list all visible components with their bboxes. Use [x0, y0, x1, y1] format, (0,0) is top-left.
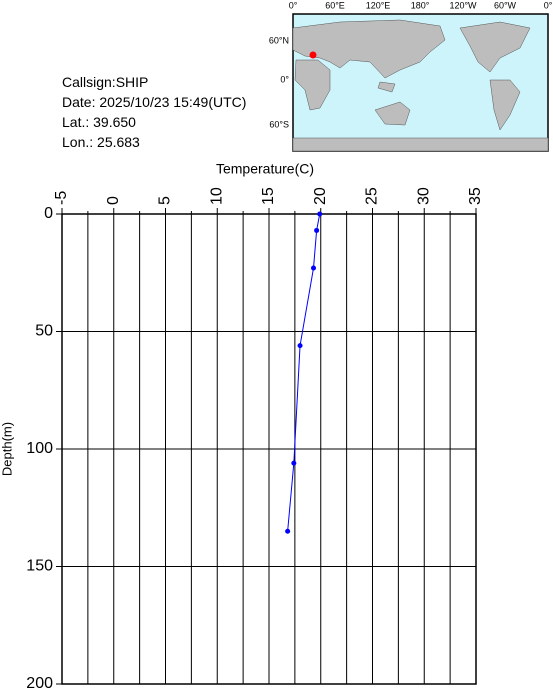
profile-point: [317, 211, 323, 217]
profile-point: [297, 343, 303, 349]
info-line: Callsign:SHIP: [62, 74, 148, 90]
x-tick-label: 25: [364, 187, 381, 205]
map-lat-label: 60°N: [269, 35, 289, 45]
profile-point: [311, 265, 317, 271]
y-tick-label: 0: [44, 205, 53, 222]
y-tick-label: 50: [35, 323, 53, 340]
x-tick-label: 5: [157, 196, 174, 205]
y-axis-title: Depth(m): [0, 422, 14, 476]
map-lon-label: 120°E: [366, 0, 391, 10]
map-lat-label: 60°S: [269, 119, 289, 129]
map-lon-label: 60°E: [325, 0, 345, 10]
x-tick-label: 10: [208, 187, 225, 205]
x-tick-label: 35: [467, 187, 484, 205]
info-line: Lon.: 25.683: [62, 134, 140, 150]
x-tick-label: 20: [312, 187, 329, 205]
x-tick-label: 0: [105, 196, 122, 205]
ship-position: [309, 51, 317, 59]
x-tick-label: -5: [53, 191, 70, 205]
info-line: Lat.: 39.650: [62, 114, 136, 130]
map-lon-label: 0°: [289, 0, 298, 10]
map-lon-label: 120°W: [449, 0, 477, 10]
map-lon-label: 60°W: [494, 0, 517, 10]
profile-line: [287, 213, 321, 532]
map-land: [292, 19, 549, 152]
profile-point: [285, 528, 291, 534]
x-tick-label: 15: [260, 187, 277, 205]
map-lon-label: 0°: [544, 0, 553, 10]
y-tick-label: 200: [26, 675, 53, 690]
y-tick-label: 150: [26, 558, 53, 575]
y-tick-label: 100: [26, 440, 53, 457]
info-block: Callsign:SHIP Date: 2025/10/23 15:49(UTC)…: [62, 74, 246, 150]
world-map: [292, 13, 549, 152]
info-line: Date: 2025/10/23 15:49(UTC): [62, 94, 246, 110]
profile-point: [314, 227, 320, 233]
map-lon-label: 180°: [411, 0, 430, 10]
map-lat-label: 0°: [280, 74, 289, 84]
profile-point: [291, 460, 297, 466]
x-tick-label: 30: [415, 187, 432, 205]
x-axis-title: Temperature(C): [216, 161, 314, 177]
